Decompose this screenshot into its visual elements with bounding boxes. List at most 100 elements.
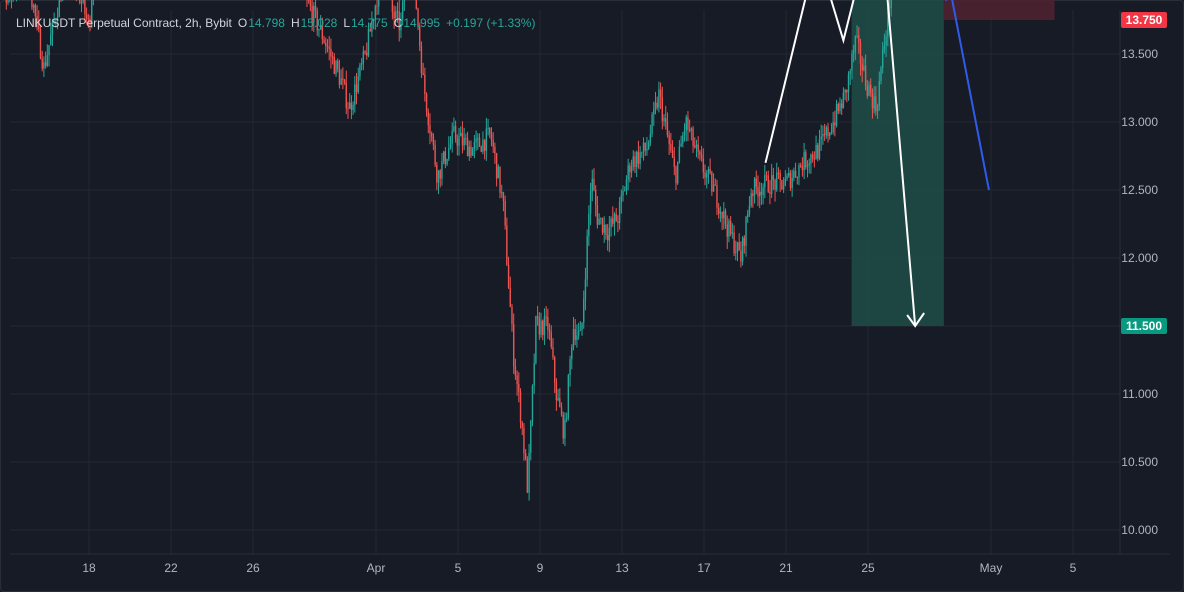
candle-body [740,250,742,262]
candle-body [805,152,807,168]
candle [34,3,37,28]
candle [798,162,800,186]
candle [56,7,59,30]
candle [852,44,855,63]
candle-body [820,136,822,140]
candle-body [731,232,734,234]
candle-body [653,109,655,115]
candle [600,217,602,225]
candle [875,86,877,116]
candle [849,68,851,85]
candle [769,180,771,205]
candle-body [548,329,551,333]
candle-body [641,151,643,153]
candle-body [890,0,892,8]
candle [663,114,665,127]
candle-body [799,165,802,167]
candle-body [451,130,453,144]
candle [572,317,575,351]
candle [393,5,395,29]
candle-body [724,210,727,225]
candle [434,140,436,168]
candle [337,58,339,73]
candle-body [711,172,713,192]
candle-body [473,141,476,149]
candle [764,164,766,199]
symbol-title[interactable]: LINKUSDT Perpetual Contract, 2h, Bybit [16,16,232,30]
candle-body [565,417,568,420]
candle-body [615,213,617,222]
candle [553,355,556,394]
blue-arrow-shaft[interactable] [950,0,990,191]
candle-body [311,5,313,23]
candle-body [649,133,652,143]
candle [700,145,703,162]
short-position-target-zone[interactable] [851,0,944,327]
candle-body [347,108,349,110]
candle-body [378,0,380,7]
candle [618,197,621,230]
candle-body [420,46,423,73]
candle-body [36,15,38,20]
candle [514,358,517,380]
candle-body [427,111,429,126]
candle [555,378,558,411]
candle-body [634,156,636,168]
candle-body [39,28,42,59]
candle [851,49,853,80]
candle-body [348,102,351,109]
drawings[interactable] [764,0,1049,328]
open-label: O [237,16,248,30]
candle-body [813,158,816,160]
candle [307,0,310,4]
candle-body [688,129,691,131]
candle [543,308,546,346]
candle-body [584,279,587,300]
candle [871,88,874,119]
candle [683,123,686,142]
candle-body [567,375,570,418]
candle-body [586,235,588,280]
candle-body [699,151,701,155]
double-top-arrow[interactable] [764,0,917,327]
candle-body [827,127,829,137]
candle-body [326,45,329,48]
candle-body [714,184,716,186]
long-position-stop-zone[interactable] [943,0,1055,20]
candle-body [91,0,93,25]
candle [692,125,694,153]
candle [697,136,699,159]
candle-body [682,135,684,144]
candle-body [709,169,711,173]
candle-body [79,0,81,3]
candle [497,164,500,179]
candle [673,146,675,176]
candle-body [738,242,740,251]
candle-body [779,173,781,181]
position-zones[interactable] [851,0,1055,327]
candle [738,233,740,251]
candle-body [430,133,433,137]
candle [676,161,679,185]
candle-body [873,96,875,109]
candle-body [444,151,447,165]
candle [451,122,453,153]
candle-body [644,142,646,151]
candle [844,88,846,101]
candle-body [883,45,886,50]
candle [427,108,429,134]
candle-body [454,126,457,140]
candle-body [758,191,761,197]
candle-body [432,136,435,145]
candle-body [31,0,33,8]
candle [793,167,795,182]
candle [760,182,763,205]
candle [362,45,365,71]
candle [863,58,865,72]
price-badge-bg [1121,12,1167,28]
candle-body [588,213,590,236]
candle-body [630,166,633,173]
x-tick-label: May [980,561,1003,575]
candle [817,142,819,162]
